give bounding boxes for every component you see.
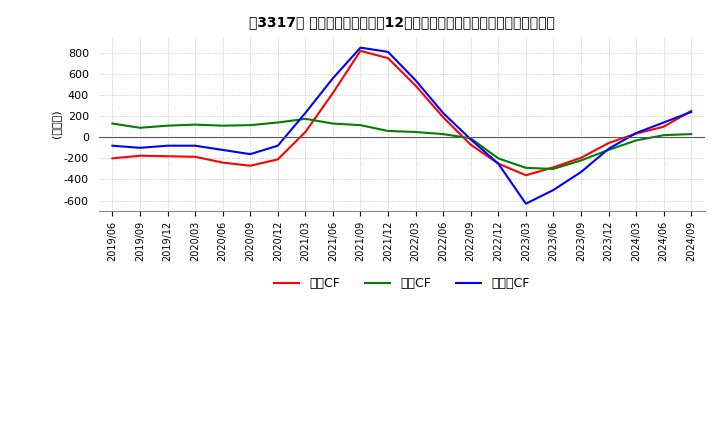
フリーCF [218,147,227,153]
フリーCF [135,145,144,150]
フリーCF [246,151,255,157]
投資CF [521,165,530,170]
営業CF [494,161,503,166]
営業CF [467,142,475,147]
営業CF [356,48,365,53]
フリーCF [274,143,282,148]
投資CF [549,166,558,172]
営業CF [438,114,447,120]
営業CF [660,124,668,129]
Line: フリーCF: フリーCF [112,48,691,204]
営業CF [549,165,558,170]
投資CF [356,122,365,128]
投資CF [687,132,696,137]
投資CF [328,121,337,126]
投資CF [191,122,199,127]
営業CF [604,140,613,146]
フリーCF [494,161,503,166]
フリーCF [660,120,668,125]
フリーCF [577,169,585,175]
営業CF [274,157,282,162]
営業CF [631,131,640,136]
Y-axis label: (百万円): (百万円) [51,110,61,139]
営業CF [687,108,696,114]
投資CF [411,129,420,135]
フリーCF [356,45,365,50]
営業CF [108,156,117,161]
営業CF [411,83,420,88]
投資CF [494,156,503,161]
投資CF [604,147,613,153]
フリーCF [411,78,420,83]
営業CF [301,129,310,135]
投資CF [384,128,392,134]
投資CF [438,132,447,137]
投資CF [467,136,475,141]
フリーCF [191,143,199,148]
Legend: 営業CF, 投資CF, フリーCF: 営業CF, 投資CF, フリーCF [269,272,534,295]
Title: 【3317】 キャッシュフローの12か月移動合計の対前年同期増減額の推移: 【3317】 キャッシュフローの12か月移動合計の対前年同期増減額の推移 [249,15,554,29]
営業CF [218,160,227,165]
営業CF [246,163,255,169]
営業CF [135,153,144,158]
投資CF [218,123,227,128]
フリーCF [521,201,530,206]
フリーCF [108,143,117,148]
フリーCF [631,130,640,136]
営業CF [163,154,172,159]
フリーCF [301,110,310,116]
フリーCF [467,137,475,142]
Line: 投資CF: 投資CF [112,119,691,169]
投資CF [163,123,172,128]
投資CF [274,120,282,125]
フリーCF [604,146,613,151]
投資CF [135,125,144,130]
フリーCF [384,49,392,55]
営業CF [328,90,337,95]
フリーCF [328,76,337,81]
フリーCF [549,187,558,193]
投資CF [577,158,585,163]
投資CF [301,116,310,121]
投資CF [631,138,640,143]
投資CF [108,121,117,126]
Line: 営業CF: 営業CF [112,51,691,175]
投資CF [660,132,668,138]
営業CF [577,155,585,161]
投資CF [246,122,255,128]
営業CF [191,154,199,159]
フリーCF [687,109,696,114]
フリーCF [163,143,172,148]
フリーCF [438,110,447,116]
営業CF [521,172,530,178]
営業CF [384,55,392,61]
